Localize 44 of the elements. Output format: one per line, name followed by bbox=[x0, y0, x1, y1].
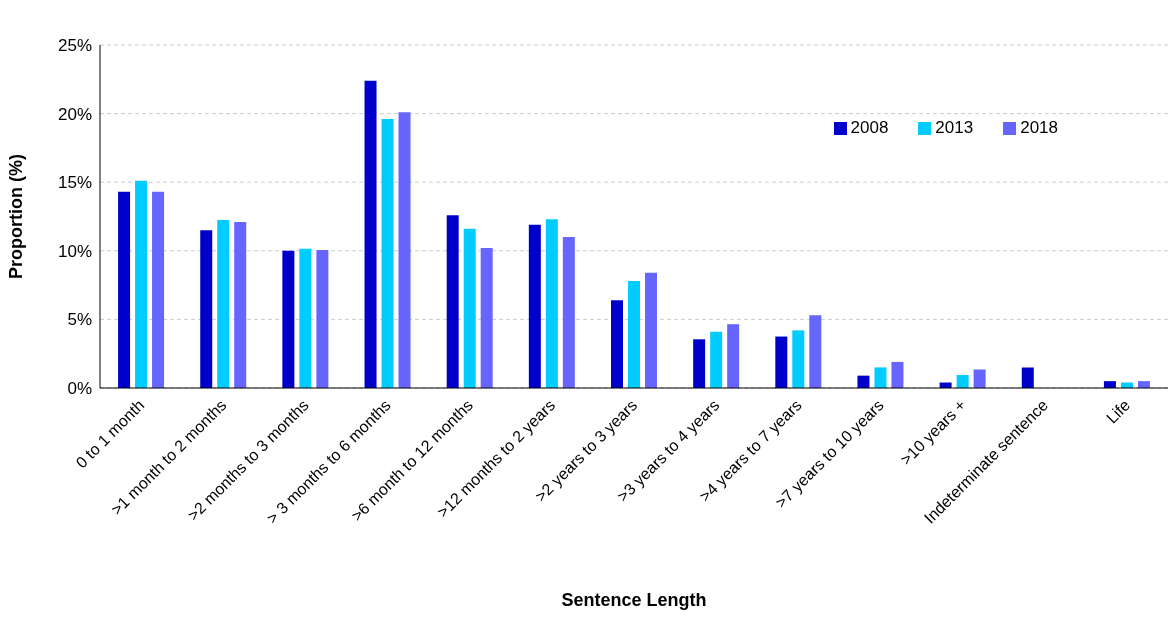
bar bbox=[446, 215, 459, 388]
bar bbox=[316, 250, 329, 388]
bar bbox=[282, 250, 295, 388]
legend-label: 2013 bbox=[935, 118, 974, 137]
bar bbox=[710, 331, 723, 388]
bar bbox=[628, 280, 640, 388]
bar bbox=[891, 361, 904, 388]
legend-label: 2008 bbox=[850, 118, 889, 137]
y-tick-label: 20% bbox=[57, 104, 92, 124]
bar bbox=[381, 119, 394, 388]
bar bbox=[693, 339, 706, 388]
y-tick-label: 10% bbox=[57, 241, 92, 261]
bar bbox=[727, 324, 740, 388]
bar bbox=[398, 112, 411, 388]
bar bbox=[611, 300, 623, 388]
bar bbox=[463, 228, 476, 388]
bar bbox=[874, 367, 887, 388]
bar bbox=[118, 191, 131, 388]
y-tick-label: 15% bbox=[57, 173, 92, 193]
bar bbox=[152, 191, 165, 388]
bar bbox=[528, 224, 541, 388]
legend-label: 2018 bbox=[1020, 118, 1058, 137]
bar bbox=[135, 180, 148, 388]
bar bbox=[645, 272, 657, 388]
bar bbox=[545, 219, 558, 388]
bar bbox=[973, 369, 986, 388]
bar bbox=[480, 248, 493, 388]
x-tick-label: Life bbox=[1103, 396, 1134, 427]
bar bbox=[792, 330, 805, 388]
x-axis-title: Sentence Length bbox=[561, 590, 707, 610]
bar bbox=[364, 80, 377, 388]
bar bbox=[234, 221, 247, 388]
y-tick-label: 0% bbox=[67, 379, 92, 399]
bar bbox=[200, 230, 213, 388]
bar bbox=[809, 315, 822, 388]
bar bbox=[217, 219, 230, 388]
bar bbox=[956, 374, 969, 388]
y-axis-title: Proportion (%) bbox=[6, 154, 27, 279]
bar bbox=[562, 237, 575, 388]
y-tick-label: 5% bbox=[67, 310, 92, 330]
bar bbox=[775, 336, 788, 388]
y-tick-label: 25% bbox=[57, 36, 92, 56]
bar bbox=[1021, 367, 1034, 388]
bar bbox=[299, 248, 312, 388]
